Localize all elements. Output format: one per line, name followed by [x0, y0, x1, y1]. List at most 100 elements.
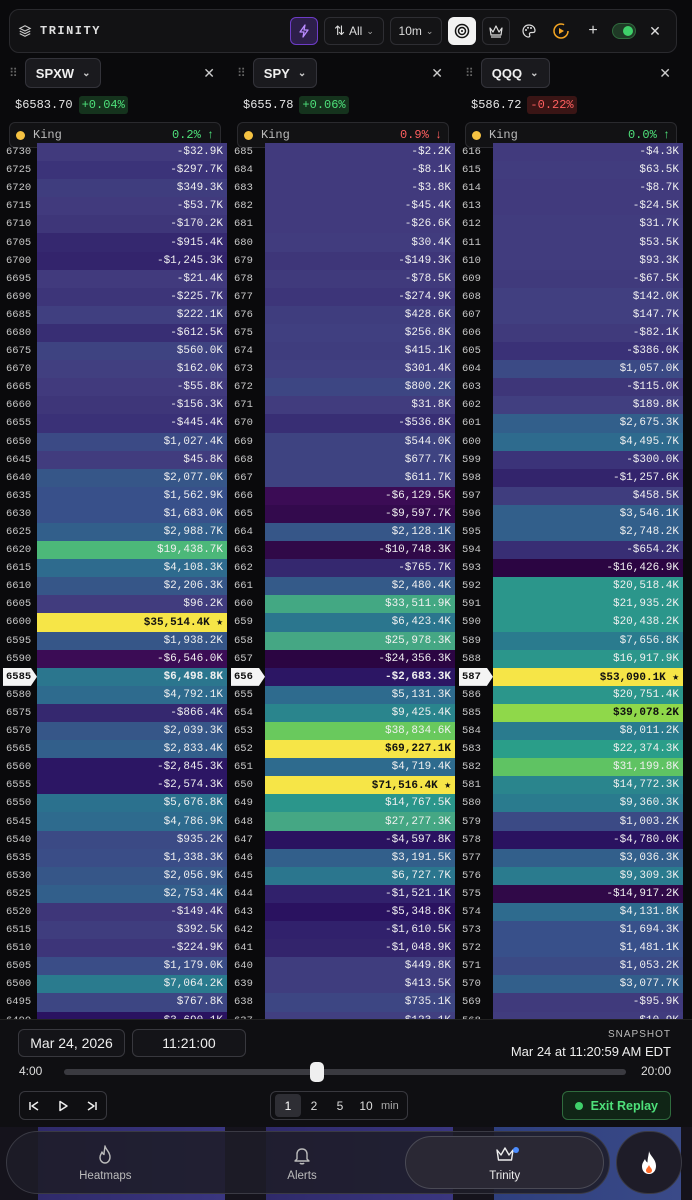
- close-panel-icon[interactable]: ✕: [659, 64, 671, 81]
- strike-row[interactable]: 6530 $2,056.9K: [3, 866, 227, 885]
- strike-row[interactable]: 6680 -$612.5K: [3, 323, 227, 343]
- strike-row[interactable]: 6655 -$445.4K: [3, 414, 227, 433]
- strike-row[interactable]: 6635 $1,562.9K: [3, 486, 227, 505]
- strike-row[interactable]: 6700 -$1,245.3K: [3, 251, 227, 270]
- strike-row[interactable]: 648 $27,277.3K: [231, 812, 455, 831]
- strike-row[interactable]: 650 $71,516.4K ★: [231, 776, 455, 795]
- strike-row[interactable]: 643 -$5,348.8K: [231, 902, 455, 922]
- strike-row[interactable]: 640 $449.8K: [231, 957, 455, 976]
- speed-option[interactable]: 2: [310, 1098, 318, 1113]
- strike-row[interactable]: 590 $20,438.2K: [459, 613, 683, 632]
- speed-option[interactable]: 5: [336, 1098, 344, 1113]
- strike-row[interactable]: 6630 $1,683.0K: [3, 504, 227, 523]
- strike-row[interactable]: 684 -$8.1K: [231, 161, 455, 180]
- strike-row[interactable]: 644 -$1,521.1K: [231, 884, 455, 903]
- strike-row[interactable]: 6695 -$21.4K: [3, 269, 227, 288]
- add-button[interactable]: +: [580, 17, 606, 45]
- strike-row[interactable]: 615 $63.5K: [459, 161, 683, 180]
- strike-row[interactable]: 668 $677.7K: [231, 450, 455, 469]
- strike-row[interactable]: 597 $458.5K: [459, 486, 683, 505]
- strike-row[interactable]: 680 $30.4K: [231, 233, 455, 252]
- replay-button[interactable]: [548, 17, 574, 45]
- strike-row[interactable]: 568$10.9K: [459, 1011, 683, 1019]
- strike-row[interactable]: 642 -$1,610.5K: [231, 921, 455, 940]
- ticker-select[interactable]: QQQ ⌄: [480, 58, 550, 88]
- strike-row[interactable]: 6660 -$156.3K: [3, 396, 227, 415]
- strike-row[interactable]: 682 -$45.4K: [231, 197, 455, 216]
- strike-row[interactable]: 578 -$4,780.0K: [459, 830, 683, 849]
- strike-row[interactable]: 582 $31,199.8K: [459, 758, 683, 777]
- strike-row[interactable]: 641 -$1,048.9K: [231, 939, 455, 958]
- strike-row[interactable]: 611 $53.5K: [459, 233, 683, 252]
- strike-row[interactable]: 607 $147.7K: [459, 305, 683, 324]
- close-panel-icon[interactable]: ✕: [203, 64, 215, 81]
- date-field[interactable]: Mar 24, 2026: [18, 1029, 125, 1057]
- lightning-button[interactable]: [290, 17, 318, 45]
- interval-dropdown[interactable]: 10m ⌄: [390, 17, 442, 45]
- strike-row[interactable]: 6725 -$297.7K: [3, 161, 227, 180]
- strike-row[interactable]: 609 -$67.5K: [459, 269, 683, 288]
- strike-row[interactable]: 581 $14,772.3K: [459, 776, 683, 795]
- strike-row[interactable]: 6545 $4,786.9K: [3, 812, 227, 831]
- nav-heatmaps[interactable]: Heatmaps: [7, 1132, 204, 1193]
- current-strike-row[interactable]: 587 $53,090.1K ★: [459, 667, 683, 686]
- strike-row[interactable]: 6490-$3,690.1K: [3, 1011, 227, 1019]
- strike-row[interactable]: 6540 $935.2K: [3, 830, 227, 849]
- strike-row[interactable]: 576 $9,309.3K: [459, 866, 683, 885]
- flame-action-button[interactable]: [616, 1131, 682, 1194]
- strike-row[interactable]: 658 $25,978.3K: [231, 631, 455, 650]
- strike-row[interactable]: 645 $6,727.7K: [231, 866, 455, 885]
- strike-row[interactable]: 670 -$536.8K: [231, 414, 455, 433]
- strike-row[interactable]: 672 $800.2K: [231, 378, 455, 397]
- timeline-thumb[interactable]: [309, 1062, 324, 1082]
- strike-row[interactable]: 6535 $1,338.3K: [3, 848, 227, 867]
- strike-row[interactable]: 6510 -$224.9K: [3, 939, 227, 958]
- strike-row[interactable]: 570 $3,077.7K: [459, 975, 683, 994]
- strike-row[interactable]: 673 $301.4K: [231, 360, 455, 379]
- strike-row[interactable]: 655 $5,131.3K: [231, 685, 455, 704]
- strike-row[interactable]: 674 $415.1K: [231, 342, 455, 361]
- crown-button[interactable]: [482, 17, 510, 45]
- strike-row[interactable]: 6715 -$53.7K: [3, 197, 227, 216]
- skip-back-icon[interactable]: [27, 1099, 41, 1113]
- strike-row[interactable]: 637$123.1K: [231, 1011, 455, 1019]
- ticker-select[interactable]: SPXW ⌄: [24, 58, 102, 88]
- strike-row[interactable]: 596 $3,546.1K: [459, 504, 683, 523]
- strike-row[interactable]: 657 -$24,356.3K: [231, 649, 455, 668]
- close-button[interactable]: ✕: [642, 17, 668, 45]
- current-strike-row[interactable]: 656 -$2,683.3K: [231, 667, 455, 686]
- strike-row[interactable]: 652 $69,227.1K: [231, 740, 455, 759]
- exit-replay-button[interactable]: Exit Replay: [561, 1091, 671, 1120]
- strike-row[interactable]: 681 -$26.6K: [231, 215, 455, 234]
- strike-row[interactable]: 584 $8,011.2K: [459, 722, 683, 741]
- strike-row[interactable]: 647 -$4,597.8K: [231, 830, 455, 849]
- strike-row[interactable]: 666 -$6,129.5K: [231, 486, 455, 505]
- strike-row[interactable]: 683 -$3.8K: [231, 179, 455, 198]
- strike-row[interactable]: 6605 $96.2K: [3, 595, 227, 614]
- strike-row[interactable]: 6505 $1,179.0K: [3, 957, 227, 976]
- drag-handle-icon[interactable]: ⠿: [9, 66, 18, 80]
- strike-row[interactable]: 6615 $4,108.3K: [3, 559, 227, 578]
- strike-row[interactable]: 601 $2,675.3K: [459, 414, 683, 433]
- strike-row[interactable]: 595 $2,748.2K: [459, 522, 683, 542]
- strike-row[interactable]: 6520 -$149.4K: [3, 902, 227, 922]
- play-icon[interactable]: [56, 1099, 70, 1113]
- strike-row[interactable]: 6580 $4,792.1K: [3, 685, 227, 704]
- strike-row[interactable]: 602 $189.8K: [459, 396, 683, 415]
- strike-row[interactable]: 6640 $2,077.0K: [3, 468, 227, 487]
- strike-row[interactable]: 6600 $35,514.4K ★: [3, 613, 227, 632]
- strike-row[interactable]: 671 $31.8K: [231, 396, 455, 415]
- strike-row[interactable]: 598 -$1,257.6K: [459, 468, 683, 487]
- strike-row[interactable]: 6555 -$2,574.3K: [3, 776, 227, 795]
- strike-row[interactable]: 600 $4,495.7K: [459, 432, 683, 451]
- strike-row[interactable]: 571 $1,053.2K: [459, 957, 683, 976]
- strike-row[interactable]: 614 -$8.7K: [459, 179, 683, 198]
- strike-row[interactable]: 605 -$386.0K: [459, 342, 683, 361]
- ticker-select[interactable]: SPY ⌄: [252, 58, 318, 88]
- strike-row[interactable]: 6730 -$32.9K: [3, 143, 227, 162]
- strike-row[interactable]: 6610 $2,206.3K: [3, 577, 227, 596]
- strike-row[interactable]: 667 $611.7K: [231, 468, 455, 487]
- strike-row[interactable]: 654 $9,425.4K: [231, 703, 455, 722]
- strike-row[interactable]: 569 -$95.9K: [459, 993, 683, 1012]
- strike-row[interactable]: 678 -$78.5K: [231, 269, 455, 288]
